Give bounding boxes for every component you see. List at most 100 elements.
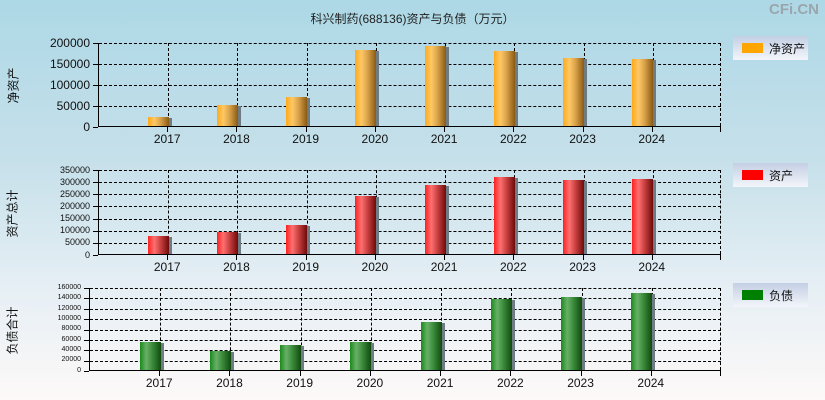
bar-shadow	[514, 177, 518, 254]
bar-2022	[490, 298, 512, 370]
x-tick-label: 2018	[223, 260, 250, 274]
bar-2019	[286, 96, 308, 126]
y-tick-label: 50000	[56, 98, 90, 113]
y-tick-mark	[84, 360, 89, 362]
y-tick-label: 60000	[61, 335, 81, 343]
plot-right-border	[720, 43, 721, 126]
y-tick-mark	[93, 43, 98, 44]
legend-label: 资产	[769, 169, 794, 183]
y-tick-label: 250000	[59, 188, 90, 199]
gridline-horizontal	[90, 308, 721, 310]
bar-2021	[424, 45, 446, 126]
bar-shadow	[652, 293, 656, 370]
bar-shadow	[653, 59, 657, 126]
y-tick-mark	[93, 255, 98, 256]
y-tick-label: 350000	[59, 164, 90, 175]
y-tick-mark	[93, 127, 98, 128]
x-tick-mark	[580, 371, 582, 376]
x-tick-mark	[159, 371, 161, 376]
x-tick-label: 2018	[223, 132, 250, 146]
y-tick-label: 120000	[57, 304, 81, 312]
bar-2018	[209, 350, 231, 370]
y-tick-mark	[93, 170, 98, 171]
bar-shadow	[307, 226, 311, 254]
bar-2018	[216, 104, 238, 126]
x-tick-mark	[651, 255, 653, 260]
y-tick-label: 100000	[49, 77, 90, 92]
y-tick-label: 150000	[49, 56, 90, 71]
plot-area-net-assets	[98, 43, 721, 127]
x-tick-label: 2021	[426, 376, 454, 390]
gridline-horizontal	[99, 242, 721, 244]
bar-shadow	[584, 180, 588, 254]
gridline-horizontal	[99, 43, 721, 44]
x-tick-mark	[513, 127, 515, 132]
plot-right-border	[720, 170, 721, 254]
bar-shadow	[168, 117, 172, 126]
x-tick-mark	[374, 127, 376, 132]
bar-2024	[632, 178, 654, 254]
bar-2020	[355, 49, 377, 126]
bar-shadow	[445, 46, 449, 126]
bar-shadow	[514, 51, 518, 126]
x-tick-mark	[444, 127, 446, 132]
x-tick-label: 2024	[638, 260, 666, 274]
x-tick-label: 2023	[569, 260, 596, 274]
bar-shadow	[511, 299, 515, 370]
bar-shadow	[307, 97, 311, 126]
plot-right-border	[720, 288, 721, 370]
bar-shadow	[301, 345, 305, 370]
x-tick-mark	[720, 255, 721, 260]
bar-shadow	[168, 236, 172, 254]
watermark-logo: CFi.CN	[769, 1, 819, 18]
legend-swatch	[742, 290, 763, 300]
y-tick-mark	[93, 242, 98, 244]
x-tick-label: 2019	[286, 376, 313, 390]
x-tick-label: 2017	[153, 132, 181, 146]
x-tick-label: 2017	[153, 260, 181, 274]
gridline-vertical	[237, 43, 239, 126]
y-tick-mark	[93, 85, 98, 86]
legend-swatch	[742, 43, 763, 53]
y-tick-label: 200000	[59, 201, 90, 212]
bar-2017	[147, 235, 169, 254]
gridline-horizontal	[99, 230, 721, 232]
bar-2022	[493, 50, 515, 126]
x-tick-mark	[651, 127, 653, 132]
legend-net-assets: 净资产	[733, 36, 808, 60]
x-tick-mark	[229, 371, 231, 376]
gridline-horizontal	[99, 85, 721, 86]
x-tick-label: 2022	[496, 376, 524, 390]
y-tick-mark	[84, 350, 89, 352]
x-tick-label: 2017	[145, 376, 173, 390]
y-tick-label: 80000	[61, 325, 81, 333]
x-tick-label: 2022	[499, 260, 527, 274]
x-tick-mark	[167, 255, 169, 260]
legend-swatch	[742, 170, 763, 180]
x-tick-mark	[299, 371, 301, 376]
bar-2018	[216, 232, 238, 254]
chart-title: 科兴制药(688136)资产与负债（万元）	[310, 12, 515, 26]
y-tick-label: 40000	[61, 346, 81, 354]
gridline-vertical	[237, 170, 239, 254]
y-tick-mark	[93, 194, 98, 196]
bar-shadow	[582, 297, 586, 370]
y-tick-label: 0	[83, 119, 90, 134]
bar-shadow	[584, 58, 588, 126]
x-tick-label: 2023	[569, 132, 596, 146]
y-tick-label: 300000	[59, 176, 90, 187]
x-tick-label: 2022	[499, 132, 527, 146]
bar-2021	[424, 184, 446, 254]
gridline-vertical	[306, 170, 308, 254]
x-tick-label: 2019	[292, 260, 319, 274]
bar-shadow	[376, 50, 380, 126]
x-tick-mark	[720, 371, 721, 376]
x-tick-mark	[305, 127, 307, 132]
bar-2023	[563, 57, 585, 126]
y-tick-mark	[93, 64, 98, 65]
gridline-horizontal	[99, 194, 721, 196]
y-tick-mark	[84, 308, 89, 310]
y-tick-label: 0	[77, 366, 81, 374]
y-tick-label: 0	[84, 249, 90, 260]
x-tick-label: 2020	[361, 132, 389, 146]
